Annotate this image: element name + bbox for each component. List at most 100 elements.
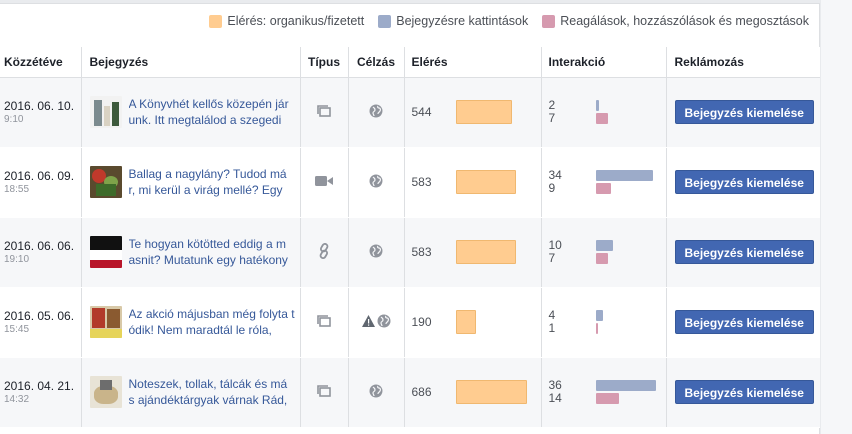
cell-published: 2016. 06. 06. 19:10 (0, 217, 82, 288)
reach-bar[interactable] (455, 240, 516, 264)
legend-swatch-reach (209, 14, 223, 28)
post-link[interactable]: Az akció májusban még folyta tódik! Nem … (128, 307, 295, 337)
cell-published: 2016. 04. 21. 14:32 (0, 357, 82, 428)
table-header-row: Közzétéve Bejegyzés Típus Célzás Elérés … (0, 47, 820, 78)
cell-post: Ballag a nagylány? Tudod má r, mi kerül … (81, 147, 301, 218)
album-icon (317, 384, 331, 400)
post-thumbnail[interactable] (89, 166, 122, 198)
post-thumbnail[interactable] (89, 306, 122, 338)
reach-value: 583 (411, 175, 432, 189)
reactions-value: 7 (548, 251, 556, 265)
post-thumbnail[interactable] (89, 236, 122, 268)
cell-type (300, 217, 349, 288)
reach-bar[interactable] (455, 380, 527, 404)
header-type[interactable]: Típus (300, 47, 349, 78)
boost-post-button[interactable]: Bejegyzés kiemelése (674, 170, 814, 194)
cell-promote: Bejegyzés kiemelése (666, 147, 820, 218)
header-promote[interactable]: Reklámozás (666, 47, 820, 78)
legend-label-reactions: Reagálások, hozzászólások és megosztások (560, 14, 809, 28)
video-icon (315, 175, 333, 190)
reach-bar[interactable] (455, 170, 516, 194)
table-row: 2016. 06. 10. 9:10 A Könyvhét kellős közep… (0, 77, 820, 148)
reactions-value: 7 (548, 111, 556, 125)
warning-icon (361, 314, 375, 330)
cell-published: 2016. 06. 09. 18:55 (0, 147, 82, 218)
reactions-bar[interactable] (595, 393, 619, 404)
header-published[interactable]: Közzétéve (0, 47, 82, 78)
clicks-bar[interactable] (595, 100, 599, 111)
clicks-bar[interactable] (595, 170, 653, 181)
link-icon (317, 242, 331, 262)
clicks-value: 10 (548, 238, 562, 252)
post-time: 15:45 (4, 324, 30, 335)
cell-post: Te hogyan kötötted eddig a m asnit? Muta… (81, 217, 301, 288)
boost-post-button[interactable]: Bejegyzés kiemelése (674, 310, 814, 334)
post-thumbnail[interactable] (89, 376, 122, 408)
cell-reach: 190 (404, 287, 542, 358)
reactions-bar[interactable] (595, 253, 608, 264)
posts-table: Közzétéve Bejegyzés Típus Célzás Elérés … (0, 47, 820, 428)
post-link[interactable]: Ballag a nagylány? Tudod má r, mi kerül … (128, 167, 287, 197)
cell-post: A Könyvhét kellős közepén jár unk. Itt m… (81, 77, 301, 148)
header-targeting[interactable]: Célzás (348, 47, 405, 78)
cell-promote: Bejegyzés kiemelése (666, 287, 820, 358)
table-row: 2016. 04. 21. 14:32 Noteszek, tollak, tálc… (0, 357, 820, 428)
reach-bar[interactable] (455, 310, 476, 334)
cell-targeting (348, 77, 405, 148)
cell-type (300, 147, 349, 218)
post-date: 2016. 06. 06. (4, 239, 75, 253)
cell-published: 2016. 06. 10. 9:10 (0, 77, 82, 148)
clicks-bar[interactable] (595, 240, 613, 251)
legend-item-clicks: Bejegyzésre kattintások (378, 14, 528, 28)
header-engagement[interactable]: Interakció (541, 47, 667, 78)
cell-reach: 686 (404, 357, 542, 428)
clicks-bar[interactable] (595, 380, 656, 391)
clicks-value: 36 (548, 378, 562, 392)
legend-item-reactions: Reagálások, hozzászólások és megosztások (542, 14, 809, 28)
reach-value: 583 (411, 245, 432, 259)
cell-targeting (348, 217, 405, 288)
right-gutter (821, 0, 852, 434)
legend-swatch-reactions (542, 14, 556, 28)
globe-icon (369, 104, 383, 121)
insights-panel: Elérés: organikus/fizetett Bejegyzésre k… (0, 3, 820, 434)
cell-targeting (348, 357, 405, 428)
cell-post: Noteszek, tollak, tálcák és má s ajándék… (81, 357, 301, 428)
post-date: 2016. 06. 09. (4, 169, 75, 183)
header-post[interactable]: Bejegyzés (81, 47, 301, 78)
cell-reach: 583 (404, 217, 542, 288)
cell-published: 2016. 05. 06. 15:45 (0, 287, 82, 358)
reactions-bar[interactable] (595, 323, 598, 334)
cell-type (300, 357, 349, 428)
reactions-value: 9 (548, 181, 556, 195)
header-reach[interactable]: Elérés (404, 47, 542, 78)
post-time: 19:10 (4, 254, 30, 265)
cell-promote: Bejegyzés kiemelése (666, 77, 820, 148)
post-link[interactable]: A Könyvhét kellős közepén jár unk. Itt m… (128, 97, 289, 127)
post-link[interactable]: Noteszek, tollak, tálcák és má s ajándék… (128, 377, 288, 407)
clicks-value: 34 (548, 168, 562, 182)
globe-icon (369, 174, 383, 191)
post-link[interactable]: Te hogyan kötötted eddig a m asnit? Muta… (128, 237, 288, 267)
cell-type (300, 77, 349, 148)
boost-post-button[interactable]: Bejegyzés kiemelése (674, 380, 814, 404)
globe-icon (369, 384, 383, 401)
cell-engagement: 34 9 (541, 147, 667, 218)
album-icon (317, 314, 331, 330)
post-thumbnail[interactable] (89, 96, 122, 128)
table-row: 2016. 06. 06. 19:10 Te hogyan kötötted edd… (0, 217, 820, 288)
post-time: 14:32 (4, 394, 30, 405)
reach-value: 544 (411, 105, 432, 119)
table-row: 2016. 05. 06. 15:45 Az akció májusban még … (0, 287, 820, 358)
clicks-bar[interactable] (595, 310, 603, 321)
cell-type (300, 287, 349, 358)
reach-bar[interactable] (455, 100, 512, 124)
reactions-bar[interactable] (595, 183, 611, 194)
cell-engagement: 10 7 (541, 217, 667, 288)
boost-post-button[interactable]: Bejegyzés kiemelése (674, 240, 814, 264)
reactions-bar[interactable] (595, 113, 608, 124)
boost-post-button[interactable]: Bejegyzés kiemelése (674, 100, 814, 124)
reach-value: 190 (411, 315, 432, 329)
legend-label-clicks: Bejegyzésre kattintások (396, 14, 529, 28)
